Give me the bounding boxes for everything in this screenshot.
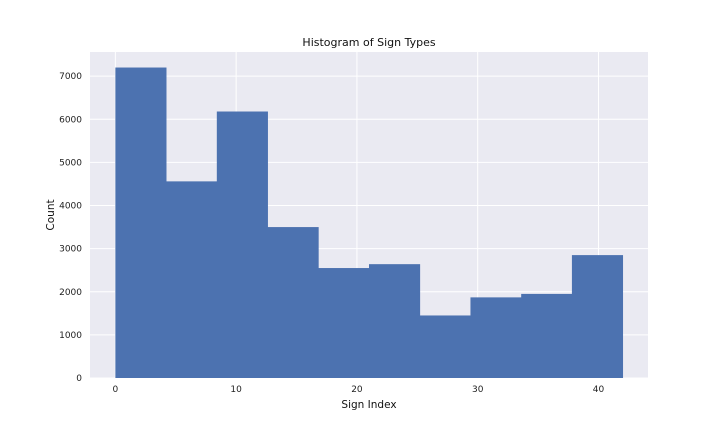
y-tick-label-2: 2000 — [59, 288, 82, 298]
y-tick-label-1: 1000 — [59, 331, 82, 341]
histogram-bar-8 — [521, 294, 572, 378]
histogram-bar-9 — [572, 255, 623, 378]
histogram-bar-4 — [318, 268, 369, 378]
histogram-bar-6 — [420, 315, 471, 378]
x-axis-label: Sign Index — [341, 399, 396, 411]
x-tick-label-2: 20 — [351, 385, 363, 395]
x-tick-labels: 0 10 20 30 40 — [112, 385, 604, 395]
y-axis-label: Count — [45, 199, 57, 230]
y-tick-label-4: 4000 — [59, 202, 82, 212]
x-tick-label-4: 40 — [593, 385, 605, 395]
y-tick-labels: 0 1000 2000 3000 4000 5000 6000 7000 — [59, 72, 82, 384]
x-tick-label-3: 30 — [472, 385, 484, 395]
x-tick-label-1: 10 — [230, 385, 242, 395]
histogram-bar-5 — [369, 264, 420, 378]
histogram-bar-1 — [166, 181, 217, 378]
y-tick-label-5: 5000 — [59, 158, 82, 168]
chart-title: Histogram of Sign Types — [302, 36, 435, 49]
y-tick-label-7: 7000 — [59, 72, 82, 82]
histogram-bar-7 — [470, 297, 521, 378]
y-tick-label-6: 6000 — [59, 115, 82, 125]
histogram-bar-3 — [268, 227, 319, 378]
histogram-bar-0 — [115, 68, 166, 378]
y-tick-label-3: 3000 — [59, 245, 82, 255]
histogram-bar-2 — [217, 112, 268, 378]
y-tick-label-0: 0 — [76, 374, 82, 384]
x-tick-label-0: 0 — [112, 385, 118, 395]
